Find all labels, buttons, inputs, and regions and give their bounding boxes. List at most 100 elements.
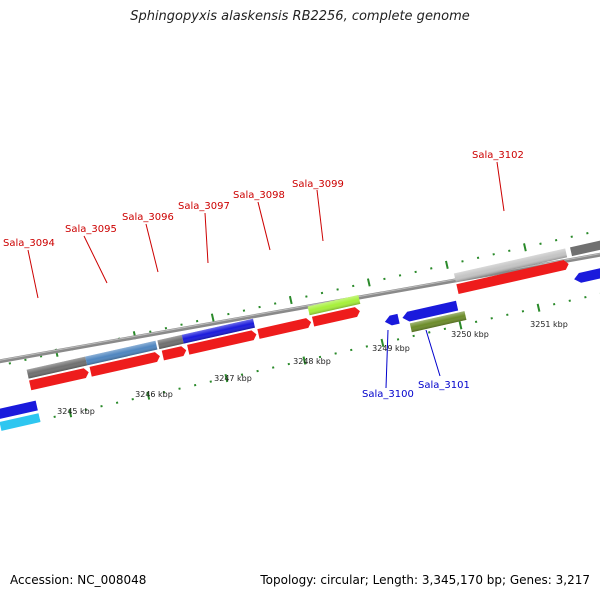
gene-label-sala-3097[interactable]: Sala_3097 xyxy=(178,201,230,212)
minor-tick xyxy=(568,299,571,302)
minor-tick xyxy=(414,270,417,274)
minor-tick xyxy=(318,355,322,359)
minor-tick xyxy=(336,288,339,291)
leader-line-sala-3099 xyxy=(316,189,324,242)
minor-tick xyxy=(412,334,415,338)
gene-label-sala-3094[interactable]: Sala_3094 xyxy=(3,238,55,249)
gene-label-sala-3102[interactable]: Sala_3102 xyxy=(472,150,524,161)
gene-arrow-left-edge-blue[interactable] xyxy=(0,400,38,420)
feature-shade xyxy=(409,311,467,333)
minor-tick xyxy=(552,303,556,306)
major-tick xyxy=(302,356,307,365)
minor-tick xyxy=(256,369,259,373)
major-tick xyxy=(366,278,371,287)
scale-label: 3250 kbp xyxy=(451,330,489,339)
major-tick xyxy=(458,321,463,330)
scale-label: 3246 kbp xyxy=(135,390,173,399)
outer-tick-row xyxy=(8,231,589,365)
minor-tick xyxy=(162,390,166,394)
gene-arrow-sala-3095[interactable] xyxy=(89,351,161,377)
major-tick xyxy=(445,260,449,269)
minor-tick xyxy=(53,415,56,418)
gene-arrow-sala-3102[interactable] xyxy=(456,259,569,294)
minor-tick xyxy=(490,317,493,320)
minor-tick xyxy=(271,366,275,369)
feature-shade xyxy=(181,318,255,344)
feature-shade xyxy=(157,334,184,350)
minor-tick xyxy=(365,345,369,348)
minor-tick xyxy=(539,242,542,245)
minor-tick xyxy=(461,260,464,263)
feature-shade xyxy=(307,295,361,316)
minor-tick xyxy=(193,383,197,387)
leader-line-sala-3100 xyxy=(385,329,389,389)
gene-label-sala-3095[interactable]: Sala_3095 xyxy=(65,224,117,235)
minor-tick xyxy=(240,373,244,376)
minor-tick xyxy=(428,331,431,334)
genome-backbone xyxy=(0,252,600,364)
scale-label: 3249 kbp xyxy=(372,344,410,353)
minor-tick xyxy=(100,405,103,408)
leader-line-sala-3094 xyxy=(27,249,39,299)
gene-arrow-sala-3097[interactable] xyxy=(187,330,257,355)
gene-feature-left-edge-cyan[interactable] xyxy=(0,413,41,431)
minor-tick xyxy=(178,387,181,390)
minor-tick xyxy=(492,253,495,256)
gene-label-sala-3096[interactable]: Sala_3096 xyxy=(122,212,174,223)
scale-label: 3245 kbp xyxy=(57,407,95,416)
minor-tick xyxy=(508,249,511,252)
map-title: Sphingopyxis alaskensis RB2256, complete… xyxy=(130,9,470,24)
gene-arrow-sala-3096[interactable] xyxy=(161,345,188,361)
minor-tick xyxy=(396,338,400,341)
minor-tick xyxy=(180,323,183,326)
minor-tick xyxy=(8,362,12,365)
minor-tick xyxy=(242,309,246,312)
gene-label-sala-3100[interactable]: Sala_3100 xyxy=(362,389,414,400)
minor-tick xyxy=(586,231,589,235)
minor-tick xyxy=(320,291,324,295)
minor-tick xyxy=(554,239,558,242)
gene-feature-gray-edge[interactable] xyxy=(570,238,600,257)
minor-tick xyxy=(521,310,525,313)
minor-tick xyxy=(287,362,290,366)
major-tick xyxy=(68,409,73,418)
minor-tick xyxy=(164,326,168,330)
gene-arrow-sala-3098[interactable] xyxy=(257,317,312,339)
leader-line-sala-3095 xyxy=(83,235,108,284)
minor-tick xyxy=(570,235,573,238)
scale-label: 3251 kbp xyxy=(530,320,568,329)
gene-arrow-sala-3100[interactable] xyxy=(384,313,400,327)
minor-tick xyxy=(584,295,587,299)
minor-tick xyxy=(334,352,337,355)
feature-shade xyxy=(26,356,88,379)
minor-tick xyxy=(474,320,478,324)
gene-label-sala-3101[interactable]: Sala_3101 xyxy=(418,380,470,391)
accession-label: Accession: NC_008048 xyxy=(10,573,147,587)
minor-tick xyxy=(131,398,134,401)
reverse-gene-labels: Sala_3100 Sala_3101 xyxy=(362,329,470,400)
major-tick xyxy=(536,303,541,312)
gene-arrow-sala-3099[interactable] xyxy=(311,306,361,327)
minor-tick xyxy=(258,305,261,309)
leader-line-sala-3102 xyxy=(496,161,505,212)
minor-tick xyxy=(430,267,433,270)
minor-tick xyxy=(84,408,88,411)
minor-tick xyxy=(195,319,199,323)
gene-arrow-sala-3094[interactable] xyxy=(29,367,90,391)
scale-labels: 3245 kbp 3246 kbp 3247 kbp 3248 kbp 3249… xyxy=(57,320,568,416)
major-tick xyxy=(523,243,527,252)
scale-label: 3248 kbp xyxy=(293,357,331,366)
gene-arrow-sala-3101-blue[interactable] xyxy=(401,300,459,323)
gene-label-sala-3099[interactable]: Sala_3099 xyxy=(292,179,344,190)
minor-tick xyxy=(398,274,402,277)
minor-tick xyxy=(149,330,152,333)
minor-tick xyxy=(115,401,119,404)
minor-tick xyxy=(350,348,353,352)
gene-label-sala-3098[interactable]: Sala_3098 xyxy=(233,190,285,201)
leader-line-sala-3097 xyxy=(204,212,209,264)
minor-tick xyxy=(24,358,27,362)
gene-arrow-right-edge[interactable] xyxy=(573,263,600,284)
topology-label: Topology: circular; Length: 3,345,170 bp… xyxy=(260,573,590,587)
leader-line-sala-3098 xyxy=(257,201,271,251)
